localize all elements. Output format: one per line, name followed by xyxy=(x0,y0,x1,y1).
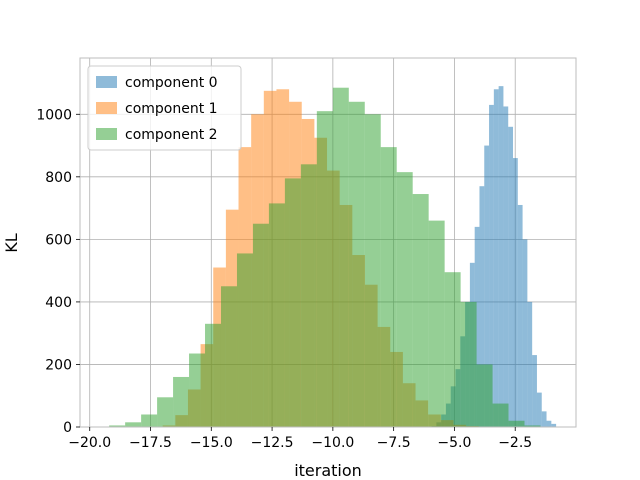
histogram-bar xyxy=(316,111,333,428)
x-tick-label: −5.0 xyxy=(437,435,471,451)
y-tick-label: 400 xyxy=(45,295,72,311)
histogram-bar xyxy=(332,87,349,427)
y-tick-label: 600 xyxy=(45,232,72,248)
histogram-bar xyxy=(268,203,285,427)
histogram-bar xyxy=(412,194,429,427)
x-tick-label: −10.0 xyxy=(311,435,354,451)
y-tick-label: 1000 xyxy=(36,107,72,123)
histogram-bars xyxy=(109,86,557,428)
y-axis-label: KL xyxy=(2,233,21,252)
histogram-bar xyxy=(546,420,552,427)
x-tick-label: −17.5 xyxy=(129,435,172,451)
histogram-bar xyxy=(474,226,480,427)
histogram-bar xyxy=(479,186,485,427)
histogram-bar xyxy=(489,104,494,428)
legend-label: component 2 xyxy=(125,127,218,143)
x-tick-label: −20.0 xyxy=(68,435,111,451)
histogram-bar xyxy=(476,364,493,427)
x-tick-label: −15.0 xyxy=(190,435,233,451)
histogram-bar xyxy=(517,204,523,427)
histogram-bar xyxy=(125,422,142,427)
histogram-bar xyxy=(396,172,413,427)
plot-frame xyxy=(79,57,577,428)
legend-box xyxy=(87,65,242,151)
histogram-bar xyxy=(513,158,518,427)
histogram-bar xyxy=(173,376,190,427)
y-axis-ticks: 0 200 400 600 800 1000 xyxy=(36,107,80,436)
y-tick-label: 200 xyxy=(45,357,72,373)
histogram-bar xyxy=(205,323,221,427)
histogram-bar xyxy=(428,220,445,427)
legend-swatch xyxy=(96,76,117,88)
legend-label: component 0 xyxy=(125,75,218,91)
series-2-bars xyxy=(109,87,541,428)
y-tick-label: 0 xyxy=(63,420,72,436)
histogram-bar xyxy=(189,353,206,427)
histogram-bar xyxy=(109,425,126,427)
x-axis-ticks: −20.0 −17.5 −15.0 −12.5 −10.0 −7.5 −5.0 −2.5 xyxy=(68,427,532,451)
histogram-bar xyxy=(220,286,237,427)
histogram-bar xyxy=(460,301,477,427)
x-tick-label: −7.5 xyxy=(377,435,411,451)
histogram-bar xyxy=(492,403,509,427)
legend-swatch xyxy=(96,102,117,114)
histogram-bar xyxy=(157,397,174,427)
histogram-bar xyxy=(508,126,514,428)
histogram-bar xyxy=(536,392,542,427)
histogram-bar xyxy=(508,420,525,427)
y-tick-label: 800 xyxy=(45,170,72,186)
histogram-bar xyxy=(503,106,509,427)
histogram-bar xyxy=(348,101,365,427)
x-tick-label: −2.5 xyxy=(498,435,532,451)
histogram-bar xyxy=(236,253,253,427)
legend: component 0 component 1 component 2 xyxy=(87,65,242,151)
histogram-bar xyxy=(364,114,381,427)
histogram-bar xyxy=(252,223,269,427)
histogram-bar xyxy=(524,425,541,427)
histogram-bar xyxy=(493,89,499,428)
x-tick-label: −12.5 xyxy=(251,435,294,451)
histogram-bar xyxy=(541,411,547,427)
histogram-bar xyxy=(444,272,461,427)
histogram-bar xyxy=(484,145,490,427)
histogram-bar xyxy=(300,164,317,428)
histogram-bar xyxy=(551,423,557,427)
x-axis-label: iteration xyxy=(294,461,362,480)
histogram-bar xyxy=(522,239,528,427)
histogram-bar xyxy=(532,355,537,427)
legend-label: component 1 xyxy=(125,101,218,117)
histogram-bar xyxy=(527,301,533,427)
histogram-bar xyxy=(380,147,397,428)
histogram-bar xyxy=(141,414,158,427)
histogram-bar xyxy=(498,86,504,427)
histogram-bar xyxy=(284,178,301,427)
legend-swatch xyxy=(96,128,117,140)
